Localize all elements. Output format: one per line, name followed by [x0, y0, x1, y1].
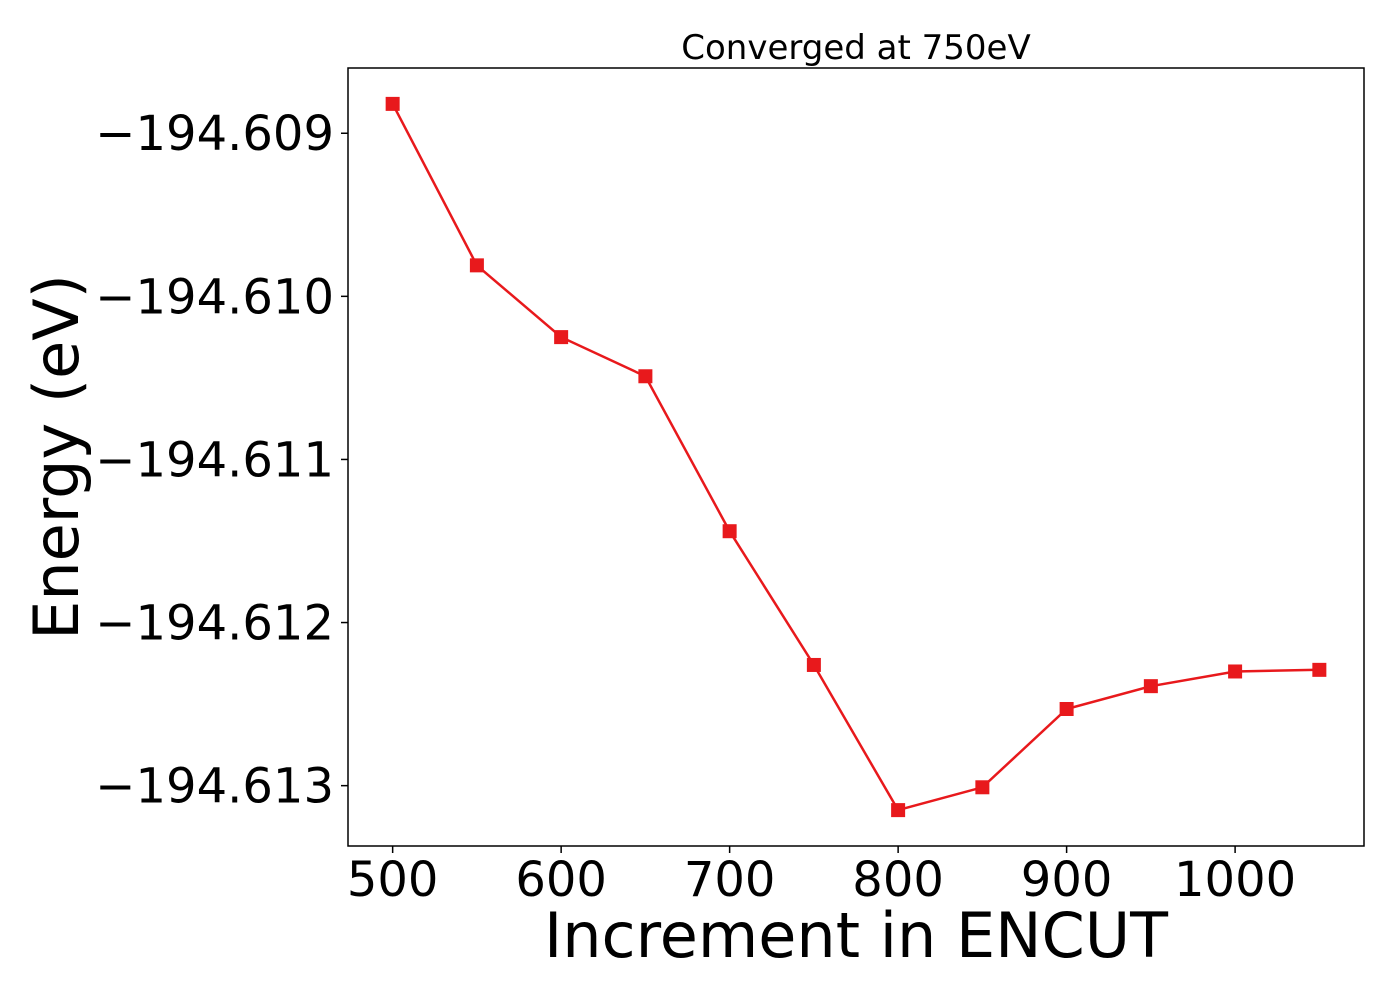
x-tick-label: 500: [347, 852, 439, 908]
data-point-marker: [891, 803, 906, 818]
x-tick-label: 1000: [1174, 852, 1296, 908]
x-axis-label: Increment in ENCUT: [544, 899, 1169, 972]
y-axis-ticks: −194.609 −194.610 −194.611 −194.612 −194.613: [95, 106, 348, 815]
y-tick-label: −194.611: [95, 432, 334, 488]
x-tick-label: 600: [515, 852, 607, 908]
data-point-marker: [975, 780, 990, 795]
data-point-marker: [638, 369, 653, 384]
x-tick-label: 900: [1021, 852, 1113, 908]
data-point-marker: [469, 258, 484, 273]
data-point-marker: [806, 657, 821, 672]
x-axis-ticks: 500 600 700 800 900 1000: [347, 846, 1296, 908]
y-tick-label: −194.610: [95, 269, 334, 325]
y-tick-label: −194.612: [95, 596, 334, 652]
series-line: [391, 103, 1320, 812]
y-tick-label: −194.609: [95, 106, 334, 162]
chart-title: Converged at 750eV: [681, 28, 1030, 68]
plot-area: [347, 67, 1365, 847]
x-tick-label: 700: [684, 852, 776, 908]
data-point-marker: [385, 96, 400, 111]
data-point-marker: [1312, 662, 1327, 677]
data-point-marker: [722, 524, 737, 539]
data-point-marker: [1228, 664, 1243, 679]
y-tick-label: −194.613: [95, 759, 334, 815]
data-point-marker: [554, 330, 569, 345]
series-markers: [385, 96, 1327, 818]
y-axis-label: Energy (eV): [20, 274, 93, 640]
data-point-marker: [1059, 701, 1074, 716]
data-point-marker: [1143, 679, 1158, 694]
x-tick-label: 800: [852, 852, 944, 908]
